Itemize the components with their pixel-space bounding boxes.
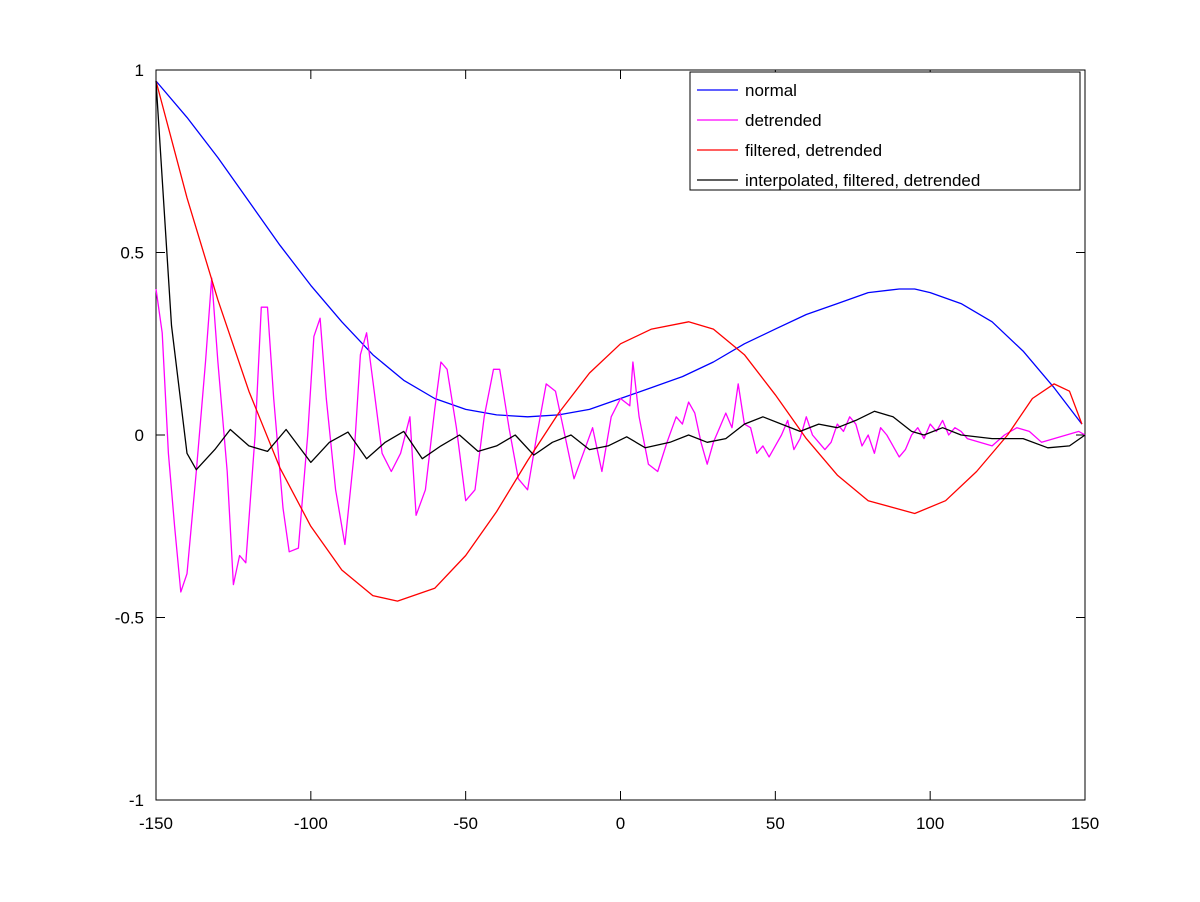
y-tick-label: -1 — [129, 791, 144, 810]
y-tick-label: -0.5 — [115, 609, 144, 628]
plot-area — [155, 69, 1086, 801]
legend: normal detrended filtered, detrended interp… — [689, 71, 1081, 191]
x-tick-label: 50 — [766, 814, 785, 833]
x-tick-label: -150 — [139, 814, 173, 833]
legend-label: detrended — [745, 111, 822, 130]
y-tick-label: 0.5 — [120, 244, 144, 263]
x-tick-label: 150 — [1071, 814, 1099, 833]
series-line-3 — [155, 80, 1086, 471]
legend-label: interpolated, filtered, detrended — [745, 171, 980, 190]
series-line-1 — [155, 277, 1086, 593]
legend-label: filtered, detrended — [745, 141, 882, 160]
series-line-2 — [155, 80, 1083, 602]
legend-label: normal — [745, 81, 797, 100]
y-tick-label: 1 — [135, 61, 144, 80]
y-tick-label: 0 — [135, 426, 144, 445]
x-tick-label: 100 — [916, 814, 944, 833]
legend-box — [689, 71, 1081, 191]
x-tick-label: -100 — [294, 814, 328, 833]
x-tick-label: 0 — [616, 814, 625, 833]
x-tick-label: -50 — [453, 814, 478, 833]
